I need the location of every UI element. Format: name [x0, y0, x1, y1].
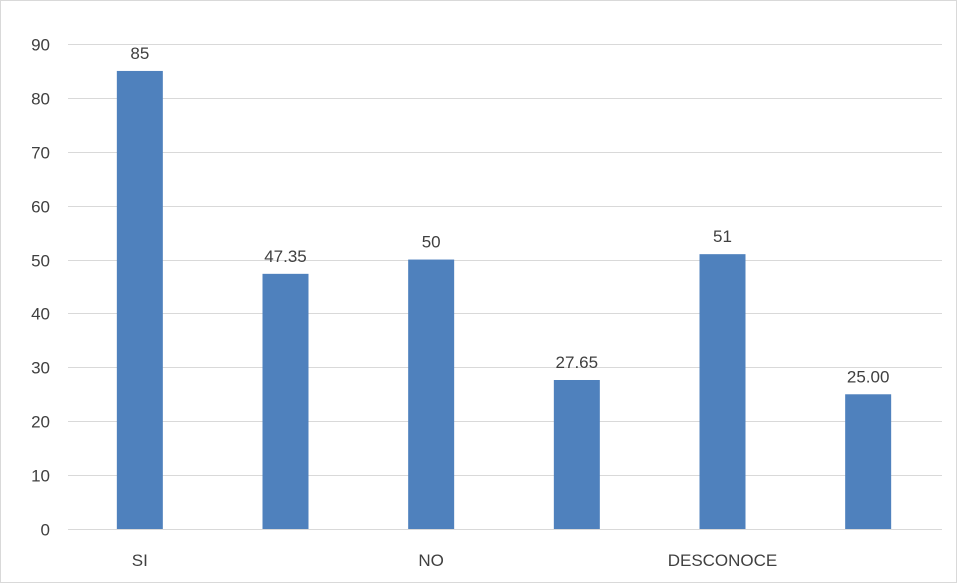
data-label-2: 50	[422, 233, 441, 252]
x-category-label: NO	[418, 551, 444, 570]
y-axis-tick-labels: 0 10 20 30 40 50 60 70 80 90	[31, 36, 50, 540]
y-tick-label: 50	[31, 252, 50, 271]
y-tick-label: 0	[41, 521, 50, 540]
y-tick-label: 20	[31, 413, 50, 432]
x-category-label: SI	[132, 551, 148, 570]
data-label-4: 51	[713, 227, 732, 246]
x-category-label: DESCONOCE	[668, 551, 778, 570]
bar-3	[553, 379, 600, 529]
y-tick-label: 30	[31, 359, 50, 378]
data-label-5: 25.00	[847, 367, 890, 386]
bar-5	[845, 394, 892, 529]
bar-1	[262, 273, 309, 529]
y-tick-label: 10	[31, 467, 50, 486]
bars	[116, 70, 892, 529]
y-tick-label: 80	[31, 90, 50, 109]
y-tick-label: 90	[31, 36, 50, 55]
data-labels: 85 47.35 50 27.65 51 25.00	[130, 44, 889, 386]
y-tick-label: 60	[31, 198, 50, 217]
y-tick-label: 70	[31, 144, 50, 163]
bar-4	[699, 254, 746, 529]
data-label-0: 85	[130, 44, 149, 63]
data-label-3: 27.65	[556, 353, 599, 372]
x-axis-category-labels: SI NO DESCONOCE	[132, 551, 777, 570]
bar-0	[116, 70, 163, 529]
y-tick-label: 40	[31, 305, 50, 324]
gridlines	[68, 44, 942, 530]
data-label-1: 47.35	[264, 247, 307, 266]
bar-2	[408, 259, 455, 529]
